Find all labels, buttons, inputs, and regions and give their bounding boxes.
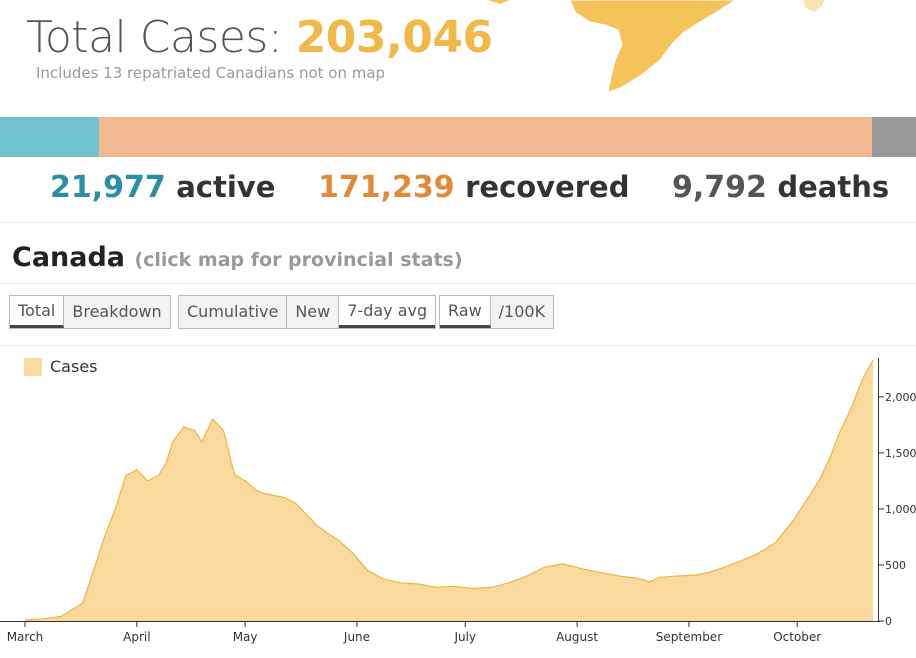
deaths-count: 9,792 (672, 170, 767, 205)
legend-label-cases: Cases (50, 357, 98, 376)
breakdown-button[interactable]: Breakdown (72, 302, 162, 321)
divider (0, 283, 916, 284)
new-button[interactable]: New (287, 296, 340, 328)
case-stats: 21,977 active 171,239 recovered 9,792 de… (0, 160, 916, 220)
chart-legend: Cases (24, 357, 98, 376)
x-tick-label: August (556, 630, 598, 644)
y-tick-label: 2,000 (885, 391, 916, 404)
recovered-count: 171,239 (318, 170, 455, 205)
active-label: active (176, 170, 276, 204)
province-map[interactable] (0, 0, 916, 112)
deaths-segment (871, 117, 916, 157)
region-title: Canada (12, 242, 126, 273)
series-area-cases (25, 359, 873, 621)
x-tick-label: March (7, 630, 44, 644)
case-breakdown-bar (0, 117, 916, 157)
recovered-segment (99, 117, 872, 157)
divider (0, 222, 916, 223)
view-toggle: Total Breakdown (9, 295, 171, 329)
recovered-label: recovered (465, 170, 630, 204)
active-stat: 21,977 active (50, 170, 275, 205)
map-province-east[interactable] (803, 0, 824, 12)
scale-toggle: Raw /100K (439, 295, 555, 329)
active-segment (0, 117, 100, 157)
x-tick-label: July (453, 630, 476, 644)
x-tick-label: October (773, 630, 821, 644)
y-tick-label: 500 (885, 559, 906, 572)
seven-day-avg-button[interactable]: 7-day avg (339, 296, 436, 328)
raw-button[interactable]: Raw (440, 296, 491, 328)
active-count: 21,977 (50, 170, 166, 205)
x-tick-label: May (233, 630, 258, 644)
divider (0, 345, 916, 346)
cumulative-button[interactable]: Cumulative (179, 296, 288, 328)
total-cases-label: Total Cases: (26, 12, 283, 63)
deaths-label: deaths (777, 170, 890, 204)
series-line-cases (24, 359, 874, 621)
total-button[interactable]: Total (10, 296, 65, 328)
region-hint: (click map for provincial stats) (134, 249, 463, 271)
x-tick-label: April (123, 630, 150, 644)
map-province-ontario[interactable] (569, 0, 736, 93)
y-tick-label: 0 (885, 615, 892, 628)
repatriated-note: Includes 13 repatriated Canadians not on… (36, 64, 386, 82)
deaths-stat: 9,792 deaths (672, 170, 889, 205)
cases-chart: March April May June July August September Octo… (0, 358, 916, 644)
total-cases-value: 203,046 (295, 12, 493, 63)
x-tick-label: September (656, 630, 722, 644)
region-heading: Canada (click map for provincial stats) (12, 242, 463, 273)
legend-swatch-cases (24, 357, 42, 376)
recovered-stat: 171,239 recovered (318, 170, 629, 205)
total-cases-heading: Total Cases: 203,046 (26, 14, 493, 62)
per-100k-button[interactable]: /100K (498, 302, 546, 321)
x-tick-label: June (343, 630, 370, 644)
mode-toggle: Cumulative New 7-day avg (178, 295, 437, 329)
map-province-quebec[interactable] (488, 0, 510, 4)
y-tick-label: 1,000 (885, 503, 916, 516)
y-tick-label: 1,500 (885, 447, 916, 460)
